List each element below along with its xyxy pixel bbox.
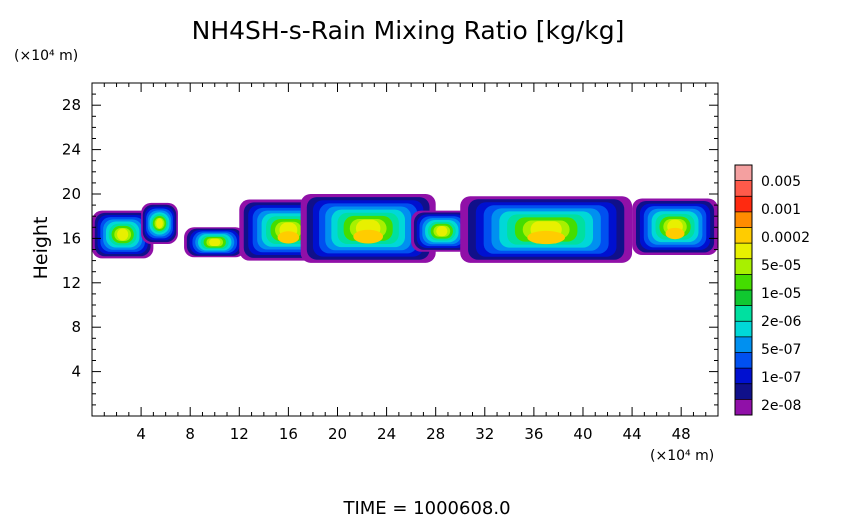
colorbar-swatch [735,258,752,275]
colorbar: 0.005 0.001 0.0002 5e-05 1e-05 2e-06 5e-07 1e-0… [734,164,810,416]
y-tick-label: 8 [71,318,81,336]
plot-frame [91,82,719,417]
x-tick-label: 4 [136,425,146,443]
x-tick-label: 36 [524,425,543,443]
colorbar-swatch [735,227,752,244]
colorbar-swatch [735,196,752,212]
colorbar-swatch [735,180,752,197]
cloud-core [353,229,384,244]
time-label: TIME = 1000608.0 [342,498,510,519]
x-tick-label: 8 [185,425,195,443]
colorbar-label: 2e-06 [761,314,801,330]
x-tick-label: 48 [672,425,691,443]
colorbar-swatch [735,165,752,181]
colorbar-swatch [735,243,752,259]
colorbar-swatch [735,336,752,353]
x-tick-label: 44 [623,425,642,443]
colorbar-label: 0.0002 [761,230,810,246]
colorbar-swatch [735,305,752,322]
cloud-band [436,226,448,237]
mixing-ratio-field [92,194,718,263]
cloud-band [209,238,221,247]
x-tick-label: 32 [475,425,494,443]
colorbar-label: 2e-08 [761,398,801,414]
colorbar-swatch [735,321,752,337]
chart-title: NH4SH-s-Rain Mixing Ratio [kg/kg] [192,16,625,45]
colorbar-label: 5e-05 [761,258,801,274]
cloud-core [277,231,300,244]
y-axis-label: Height [30,217,52,280]
cloud-core [665,227,685,240]
colorbar-label: 0.005 [761,174,801,190]
x-tick-label: 16 [279,425,298,443]
colorbar-swatch [735,274,752,290]
x-unit-label: (×10⁴ m) [650,448,714,464]
colorbar-swatch [735,383,752,400]
y-tick-label: 12 [62,274,81,292]
y-tick-label: 20 [62,185,81,203]
y-tick-label: 4 [71,363,81,381]
colorbar-swatch [735,399,752,415]
colorbar-frame [734,164,753,416]
x-tick-label: 20 [328,425,347,443]
y-tick-label: 24 [62,141,81,159]
x-tick-label: 40 [573,425,592,443]
x-tick-label: 24 [377,425,396,443]
cloud-core [527,230,566,245]
colorbar-swatch [735,211,752,228]
cloud-band [117,228,129,241]
colorbar-label: 5e-07 [761,342,801,358]
colorbar-swatch [735,290,752,306]
y-unit-label: (×10⁴ m) [14,48,78,64]
colorbar-swatch [735,352,752,369]
colorbar-label: 1e-05 [761,286,801,302]
colorbar-label: 0.001 [761,202,801,218]
y-tick-label: 16 [62,229,81,247]
colorbar-label: 1e-07 [761,370,801,386]
y-tick-label: 28 [62,96,81,114]
x-tick-label: 12 [230,425,249,443]
cloud-band [156,218,163,229]
colorbar-swatch [735,368,752,384]
x-tick-label: 28 [426,425,445,443]
